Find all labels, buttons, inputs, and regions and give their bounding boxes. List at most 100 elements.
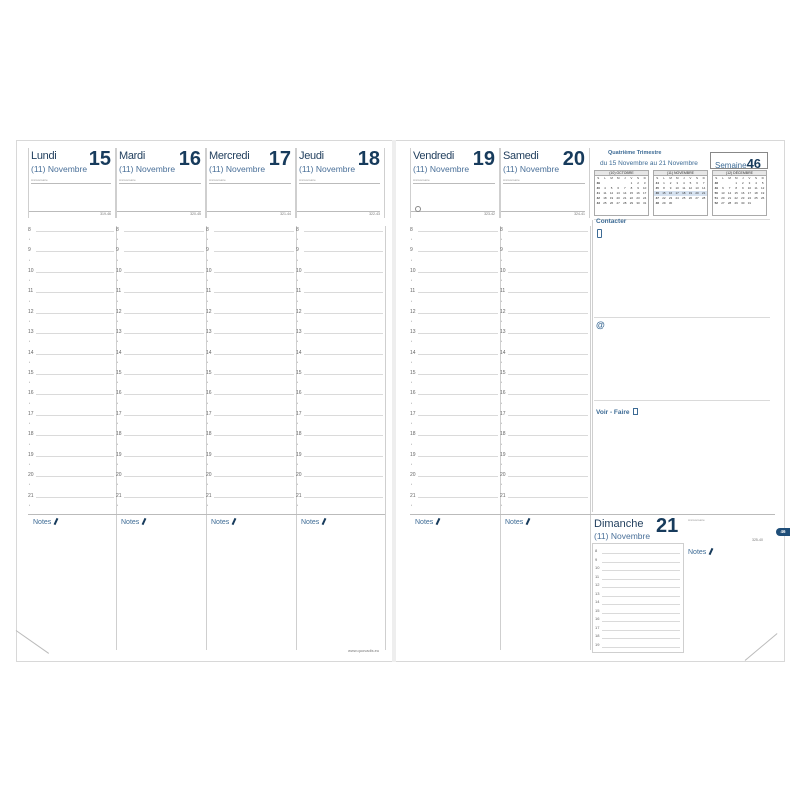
calendar-day[interactable]: 10 (747, 186, 752, 190)
calendar-day[interactable]: 22 (629, 196, 634, 200)
calendar-day[interactable]: 1 (735, 181, 738, 185)
hour-line[interactable] (304, 394, 383, 396)
anniversary-line[interactable]: Anniversaire (119, 178, 201, 184)
hour-line[interactable] (304, 374, 383, 375)
hour-line[interactable] (508, 496, 588, 498)
hour-line[interactable] (124, 496, 204, 498)
calendar-day[interactable]: 20 (693, 191, 701, 196)
notes-label[interactable]: Notes (301, 517, 327, 526)
calendar-day[interactable]: 3 (643, 181, 646, 185)
calendar-day[interactable]: 11 (603, 191, 607, 195)
calendar-day[interactable]: 19 (687, 191, 694, 196)
sunday-hour-line[interactable] (602, 578, 680, 580)
hour-line[interactable] (508, 231, 588, 232)
day-header-jeudi[interactable]: Jeudi 18 (11) Novembre Anniversaire 322-43 (296, 148, 385, 218)
hour-line[interactable] (124, 353, 204, 355)
sunday-hour-line[interactable] (602, 595, 680, 597)
hour-line[interactable] (418, 271, 498, 273)
calendar-day[interactable]: 24 (675, 196, 679, 200)
calendar-day[interactable]: 41 (596, 191, 600, 195)
calendar-day[interactable]: 15 (660, 191, 668, 196)
hour-line[interactable] (508, 292, 588, 294)
anniversary-line[interactable]: Anniversaire (299, 178, 380, 184)
sunday-hour-line[interactable] (602, 604, 680, 605)
hour-line[interactable] (418, 435, 498, 437)
calendar-day[interactable]: 9 (669, 186, 672, 190)
calendar-day[interactable] (687, 201, 694, 206)
day-header-mardi[interactable]: Mardi 16 (11) Novembre Anniversaire 320-45 (116, 148, 206, 218)
calendar-day[interactable]: 17 (643, 191, 647, 195)
hour-line[interactable] (304, 414, 383, 416)
calendar-day[interactable]: 16 (667, 191, 674, 196)
sunday-hour-line[interactable] (602, 646, 680, 648)
calendar-day[interactable]: 28 (702, 196, 706, 200)
sunday-notes-label[interactable]: Notes (688, 547, 714, 556)
calendar-day[interactable]: 2 (669, 181, 672, 185)
hour-line[interactable] (418, 496, 498, 498)
hour-line[interactable] (214, 496, 294, 498)
hour-line[interactable] (508, 414, 588, 416)
calendar-day[interactable]: 20 (616, 196, 620, 200)
calendar-day[interactable]: 12 (688, 186, 693, 190)
hour-line[interactable] (418, 292, 498, 294)
anniversary-line[interactable]: Anniversaire (503, 178, 585, 184)
calendar-day[interactable]: 6 (722, 186, 724, 190)
calendar-day[interactable]: 14 (702, 186, 706, 190)
calendar-day[interactable]: 22 (734, 196, 738, 200)
hour-line[interactable] (418, 455, 498, 457)
calendar-day[interactable]: 11 (682, 186, 686, 190)
calendar-day[interactable]: 9 (741, 186, 744, 190)
calendar-day[interactable]: 30 (636, 201, 640, 205)
calendar-day[interactable] (753, 201, 760, 206)
calendar-day[interactable]: 3 (748, 181, 751, 185)
sunday-hour-line[interactable] (602, 561, 680, 563)
calendar-day[interactable]: 8 (630, 186, 633, 190)
hour-line[interactable] (36, 476, 114, 478)
calendar-day[interactable] (700, 201, 707, 206)
hour-line[interactable] (304, 271, 383, 273)
anniversary-line[interactable]: Anniversaire (413, 178, 495, 184)
calendar-day[interactable]: 29 (629, 201, 634, 205)
hour-line[interactable] (214, 353, 294, 355)
calendar-day[interactable]: 1 (630, 181, 633, 185)
hour-line[interactable] (124, 231, 204, 232)
calendar-day[interactable]: 25 (603, 201, 607, 205)
calendar-day[interactable]: 21 (623, 196, 627, 200)
day-header-samedi[interactable]: Samedi 20 (11) Novembre Anniversaire 324-41 (500, 148, 590, 218)
calendar-day[interactable]: 5 (610, 186, 613, 190)
calendar-day[interactable]: 11 (754, 186, 758, 190)
calendar-day[interactable]: 21 (727, 196, 732, 200)
calendar-day[interactable]: 5 (689, 181, 692, 185)
hour-line[interactable] (124, 476, 204, 478)
calendar-day[interactable]: 30 (668, 201, 673, 205)
calendar-day[interactable]: 42 (596, 196, 600, 200)
notes-label[interactable]: Notes (211, 517, 237, 526)
sunday-hour-line[interactable] (602, 629, 680, 631)
day-header-vendredi[interactable]: Vendredi 19 (11) Novembre Anniversaire 323-4… (410, 148, 500, 218)
hour-line[interactable] (304, 251, 383, 253)
anniversary-line[interactable]: Anniversaire (209, 178, 291, 184)
calendar-day[interactable]: 10 (675, 186, 679, 190)
hour-line[interactable] (124, 271, 204, 273)
calendar-day[interactable]: 29 (662, 201, 666, 205)
hour-line[interactable] (418, 476, 498, 478)
calendar-day[interactable]: 44 (655, 181, 659, 185)
calendar-day[interactable]: 21 (700, 191, 707, 196)
calendar-day[interactable]: 16 (636, 191, 640, 195)
calendar-day[interactable]: 24 (747, 196, 752, 200)
hour-line[interactable] (508, 476, 588, 478)
hour-line[interactable] (214, 374, 294, 375)
calendar-day[interactable]: 31 (643, 201, 647, 205)
notes-label[interactable]: Notes (33, 517, 59, 526)
calendar-day[interactable]: 14 (623, 191, 627, 195)
calendar-day[interactable]: 8 (735, 186, 738, 190)
calendar-day[interactable]: 26 (761, 196, 765, 200)
hour-line[interactable] (508, 271, 588, 273)
calendar-day[interactable]: 48 (655, 201, 659, 205)
calendar-day[interactable]: 12 (609, 191, 614, 195)
calendar-day[interactable]: 13 (616, 191, 620, 195)
calendar-day[interactable]: 27 (721, 201, 725, 205)
calendar-day[interactable]: 45 (655, 186, 659, 190)
calendar-day[interactable]: 16 (741, 191, 745, 195)
calendar-day[interactable]: 18 (754, 191, 758, 195)
